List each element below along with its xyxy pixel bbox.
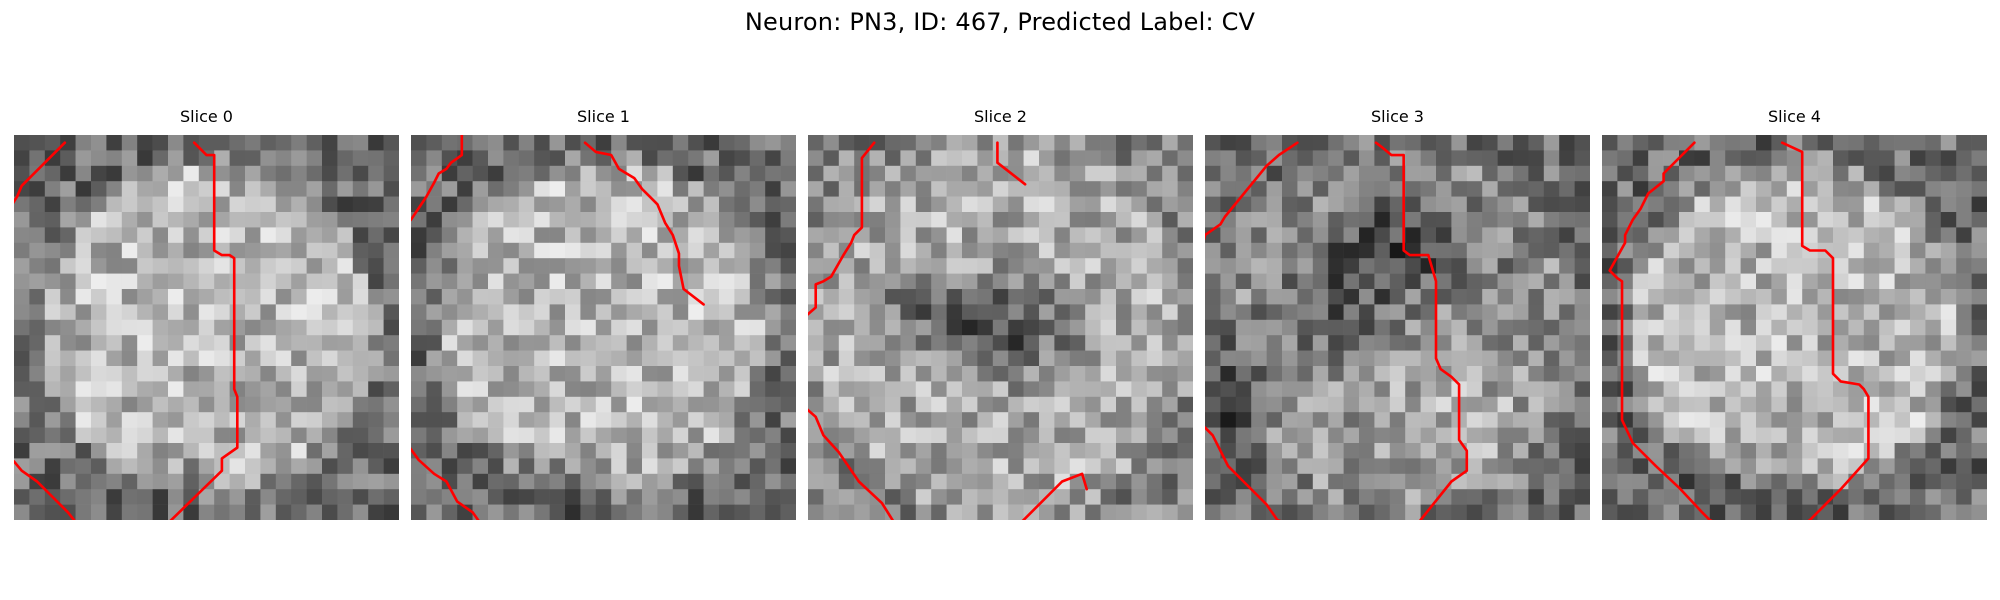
segmentation-contour [1205, 426, 1282, 520]
segmentation-contour [1608, 141, 1713, 520]
slice-title: Slice 1 [577, 107, 630, 126]
segmentation-contour [1205, 141, 1299, 241]
contour-group [808, 141, 1089, 520]
contour-group [14, 141, 239, 520]
slice-title: Slice 3 [1371, 107, 1424, 126]
contour-group [411, 135, 705, 520]
segmentation-contour [169, 141, 239, 520]
slice-image [411, 135, 796, 520]
slice-image [14, 135, 399, 520]
segmentation-contour [411, 447, 480, 520]
figure-title: Neuron: PN3, ID: 467, Predicted Label: C… [744, 8, 1256, 36]
pixel-grid [411, 135, 796, 520]
slice-panel: Slice 3 [1205, 107, 1590, 520]
segmentation-contour [411, 135, 464, 222]
segmentation-contour [1374, 141, 1469, 520]
slice-image [1205, 135, 1590, 520]
contour-group [1608, 141, 1870, 520]
slice-panel: Slice 0 [14, 107, 399, 520]
slice-title: Slice 0 [180, 107, 233, 126]
segmentation-contour [1021, 472, 1089, 520]
pixel-grid [808, 135, 1193, 520]
contour-group [1205, 141, 1469, 520]
segmentation-contour [808, 408, 895, 520]
slice-title: Slice 4 [1768, 107, 1821, 126]
pixel-grid [1602, 135, 1987, 520]
slice-image [808, 135, 1193, 520]
segmentation-contour [808, 141, 876, 316]
segmentation-contour [996, 141, 1027, 186]
segmentation-contour [583, 141, 705, 306]
slice-image [1602, 135, 1987, 520]
slice-panel: Slice 4 [1602, 107, 1987, 520]
pixel-grid [1205, 135, 1590, 520]
pixel-grid [14, 135, 399, 520]
segmentation-contour [1780, 141, 1870, 520]
segmentation-contour [14, 141, 67, 204]
segmentation-contour [14, 459, 76, 520]
slice-panel: Slice 1 [411, 107, 796, 520]
slice-title: Slice 2 [974, 107, 1027, 126]
slice-panel: Slice 2 [808, 107, 1193, 520]
